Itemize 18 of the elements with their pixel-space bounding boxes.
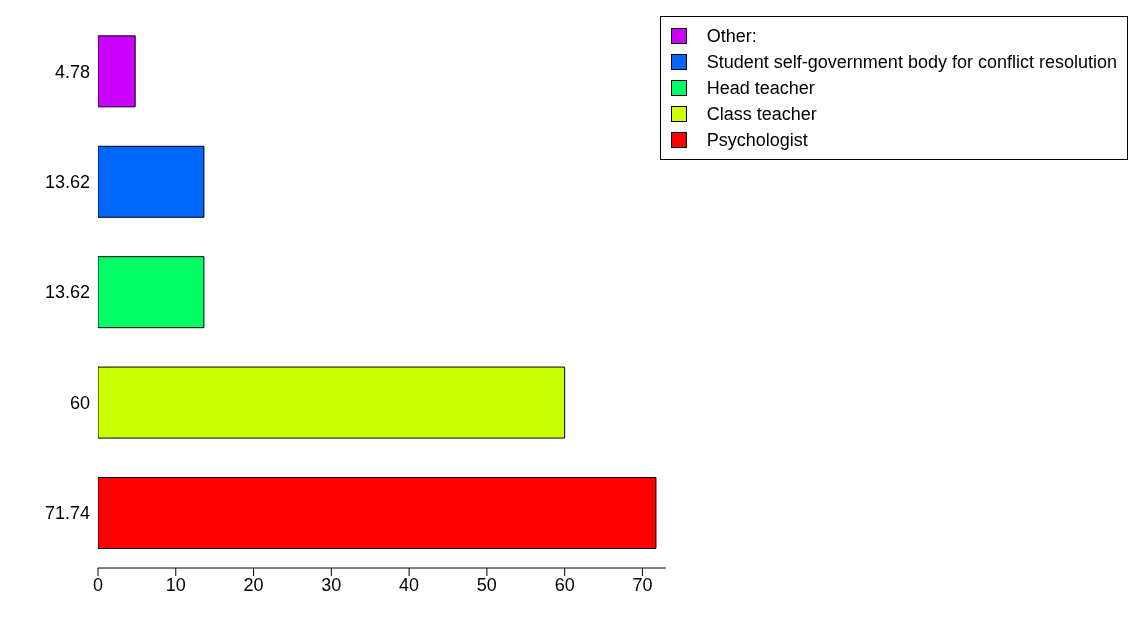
legend-label: Class teacher [706, 103, 817, 125]
y-tick-label: 13.62 [44, 282, 90, 303]
x-tick-label: 20 [243, 574, 264, 595]
y-tick-label: 60 [69, 392, 90, 413]
legend-label: Psychologist [706, 129, 808, 151]
y-tick-label: 71.74 [44, 503, 90, 524]
x-tick-label: 40 [399, 574, 420, 595]
x-tick-label: 0 [92, 574, 104, 595]
legend-label: Student self-government body for conflict resolution [706, 51, 1117, 73]
x-tick-label: 10 [165, 574, 186, 595]
x-tick-label: 70 [632, 574, 653, 595]
legend-label: Other: [706, 25, 757, 47]
y-tick-label: 4.78 [54, 61, 90, 82]
legend-label: Head teacher [706, 77, 815, 99]
x-tick-label: 50 [476, 574, 497, 595]
x-tick-label: 60 [554, 574, 575, 595]
x-tick-label: 30 [321, 574, 342, 595]
y-tick-label: 13.62 [44, 171, 90, 192]
